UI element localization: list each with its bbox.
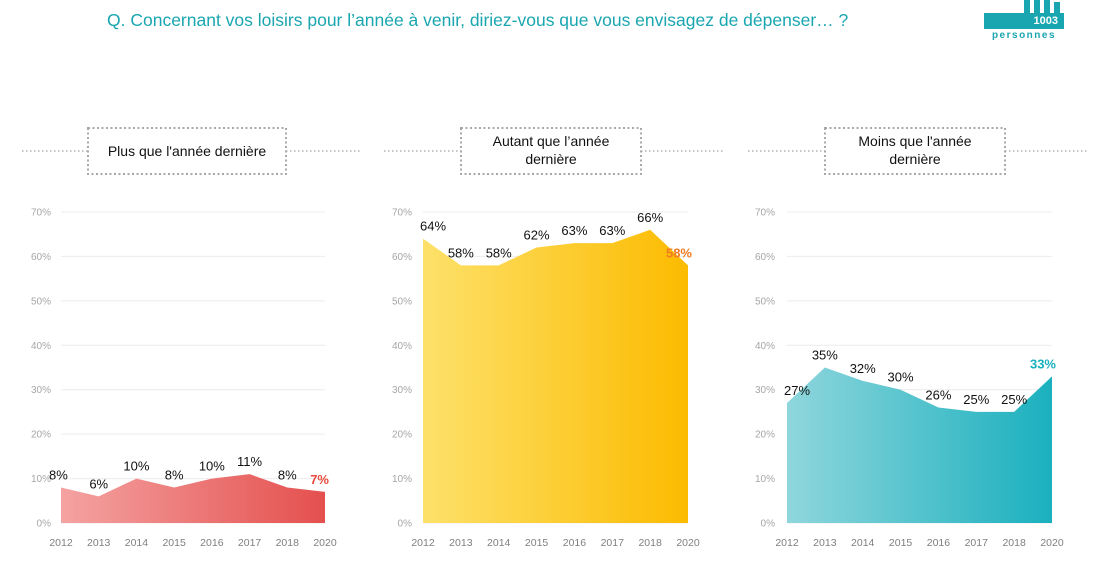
x-tick-label: 2020	[313, 537, 337, 549]
x-tick-label: 2017	[965, 537, 989, 549]
question-title: Q. Concernant vos loisirs pour l’année à…	[107, 10, 849, 30]
data-label: 7%	[310, 472, 329, 487]
area-series	[787, 367, 1052, 523]
y-tick-label: 60%	[392, 252, 412, 263]
data-label: 27%	[784, 383, 810, 398]
chart-panel-2: 0% 10% 20% 30% 40% 50% 60% 70% 2012 2013 2014 2015 2…	[384, 127, 723, 549]
y-tick-label: 70%	[755, 208, 775, 219]
y-tick-label: 20%	[31, 430, 51, 441]
y-tick-label: 70%	[31, 208, 51, 219]
y-tick-label: 10%	[31, 474, 51, 485]
data-label: 26%	[925, 387, 951, 402]
data-label: 58%	[448, 245, 474, 260]
data-label: 25%	[1001, 392, 1027, 407]
x-tick-label: 2016	[563, 537, 587, 549]
y-tick-label: 10%	[755, 474, 775, 485]
x-tick-label: 2014	[487, 537, 511, 549]
data-label: 30%	[888, 370, 914, 385]
data-label: 6%	[89, 476, 108, 491]
y-tick-label: 40%	[755, 341, 775, 352]
people-icon	[1024, 0, 1060, 13]
x-tick-label: 2015	[889, 537, 913, 549]
sample-size-logo: 1003 personnes	[984, 0, 1064, 48]
data-label: 25%	[963, 392, 989, 407]
chart-title: Moins que l'année dernière	[858, 133, 971, 167]
data-label: 32%	[850, 361, 876, 376]
y-tick-label: 50%	[392, 296, 412, 307]
y-tick-label: 60%	[755, 252, 775, 263]
y-tick-label: 30%	[31, 385, 51, 396]
y-tick-label: 40%	[31, 341, 51, 352]
x-tick-label: 2018	[1002, 537, 1026, 549]
data-label: 63%	[561, 223, 587, 238]
x-tick-label: 2015	[525, 537, 549, 549]
title-box	[460, 127, 642, 175]
sample-count: 1003	[984, 13, 1064, 29]
y-tick-label: 0%	[37, 519, 52, 530]
y-tick-label: 10%	[392, 474, 412, 485]
data-label: 8%	[278, 467, 297, 482]
data-label: 8%	[49, 467, 68, 482]
data-label: 33%	[1030, 356, 1056, 371]
y-tick-label: 20%	[392, 430, 412, 441]
title-box	[87, 127, 287, 175]
x-tick-label: 2017	[601, 537, 625, 549]
data-label: 64%	[420, 219, 446, 234]
chart-panel-1: 0% 10% 20% 30% 40% 50% 60% 70% 2012 2013 2014 2015 2…	[22, 127, 362, 549]
y-tick-label: 70%	[392, 208, 412, 219]
title-box	[824, 127, 1006, 175]
chart-title: Plus que l'année dernière	[108, 143, 267, 159]
x-tick-label: 2016	[200, 537, 224, 549]
y-tick-label: 30%	[755, 385, 775, 396]
x-tick-label: 2014	[851, 537, 875, 549]
chart-title: Autant que l’année dernière	[493, 133, 610, 167]
y-tick-label: 20%	[755, 430, 775, 441]
chart-panel-3: 0% 10% 20% 30% 40% 50% 60% 70% 2012 2013 2014 2015 2…	[748, 127, 1087, 549]
y-tick-label: 30%	[392, 385, 412, 396]
x-tick-label: 2012	[411, 537, 435, 549]
x-tick-label: 2013	[449, 537, 473, 549]
y-tick-label: 40%	[392, 341, 412, 352]
y-tick-label: 0%	[398, 519, 413, 530]
data-label: 58%	[486, 245, 512, 260]
y-tick-label: 50%	[755, 296, 775, 307]
y-tick-label: 0%	[761, 519, 776, 530]
data-label: 10%	[123, 459, 149, 474]
x-tick-label: 2013	[813, 537, 837, 549]
y-tick-label: 60%	[31, 252, 51, 263]
area-series	[61, 474, 325, 523]
x-tick-label: 2018	[638, 537, 662, 549]
x-tick-label: 2014	[125, 537, 149, 549]
y-tick-label: 50%	[31, 296, 51, 307]
x-tick-label: 2020	[1040, 537, 1064, 549]
x-tick-label: 2017	[238, 537, 262, 549]
data-label: 66%	[637, 210, 663, 225]
data-label: 8%	[165, 467, 184, 482]
data-label: 10%	[199, 459, 225, 474]
data-label: 63%	[599, 223, 625, 238]
x-tick-label: 2020	[676, 537, 700, 549]
x-tick-label: 2016	[927, 537, 951, 549]
sample-unit: personnes	[991, 30, 1057, 41]
x-tick-label: 2013	[87, 537, 111, 549]
x-tick-label: 2012	[775, 537, 799, 549]
data-label: 35%	[812, 348, 838, 363]
area-series	[423, 229, 688, 523]
data-label: 58%	[666, 245, 692, 260]
x-tick-label: 2015	[162, 537, 186, 549]
data-label: 11%	[237, 454, 262, 469]
data-label: 62%	[524, 228, 550, 243]
x-tick-label: 2018	[276, 537, 300, 549]
x-tick-label: 2012	[49, 537, 73, 549]
